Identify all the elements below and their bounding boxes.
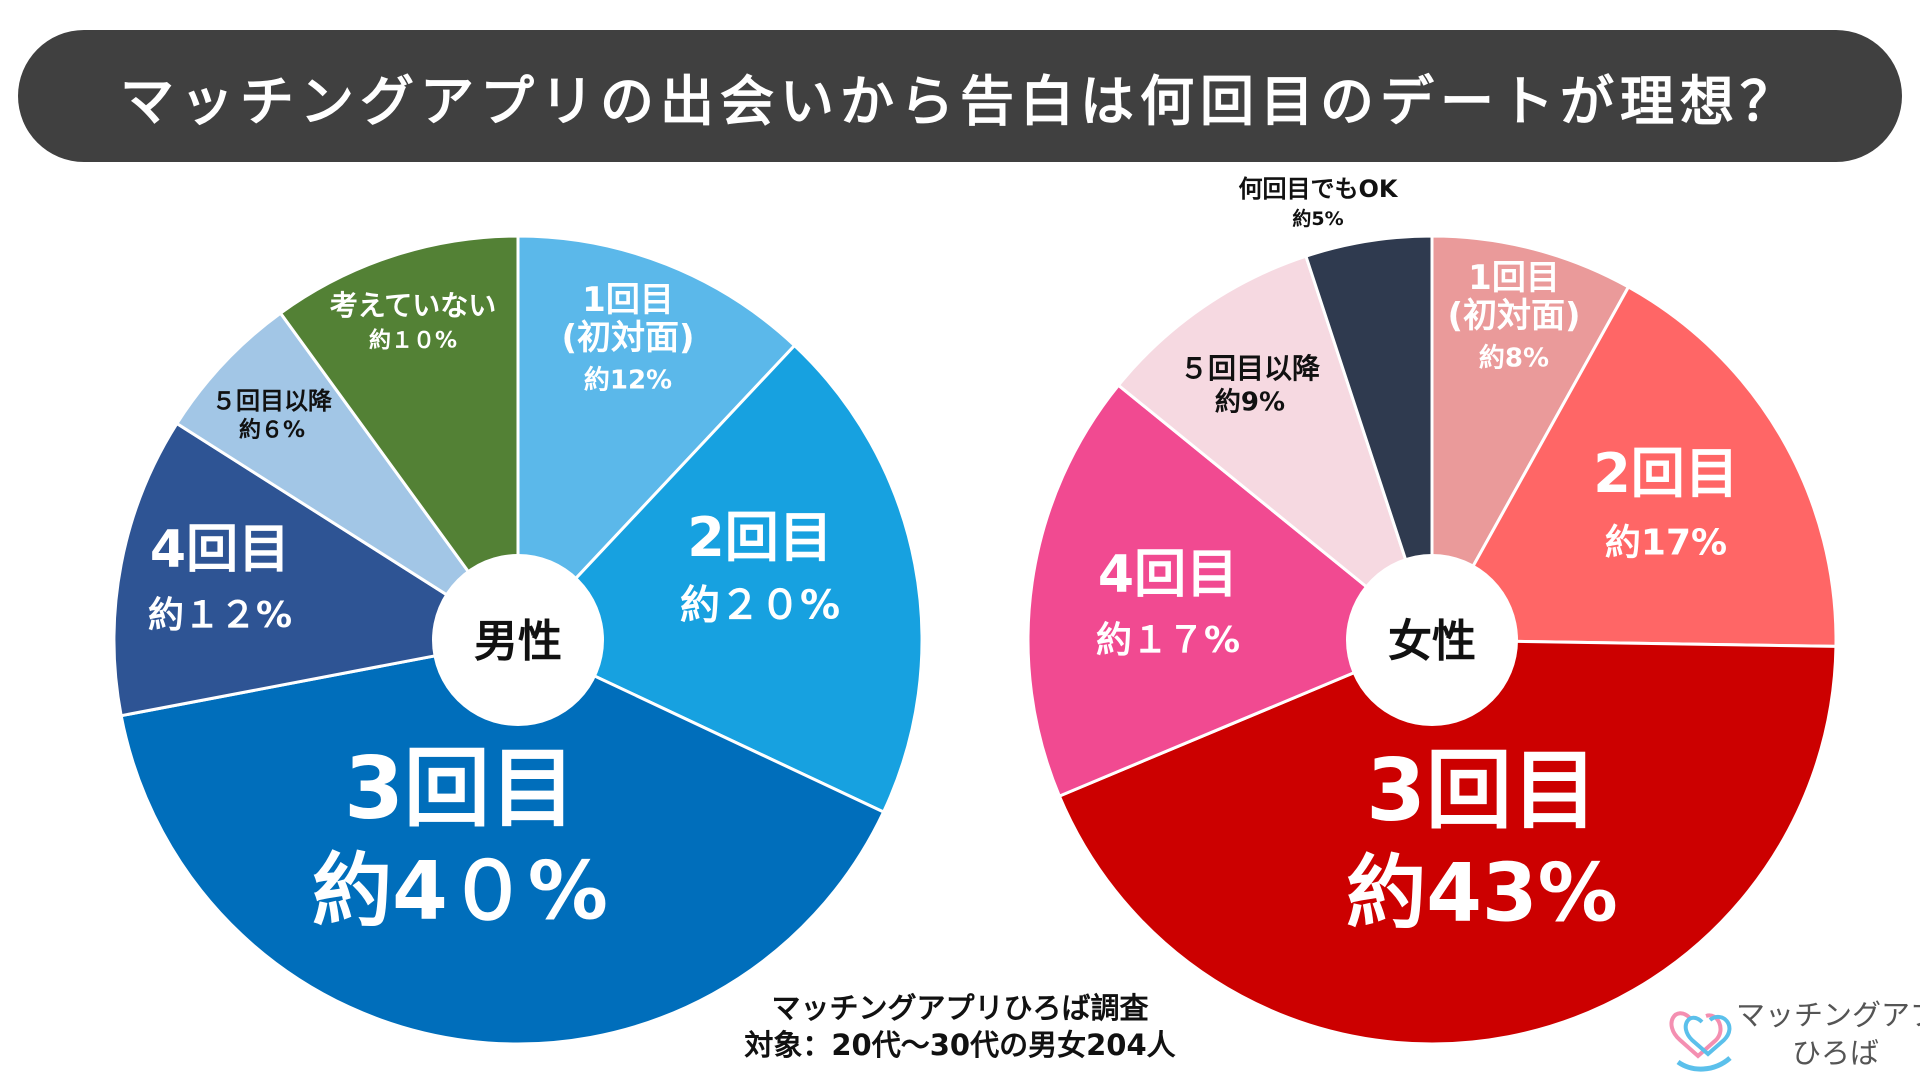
slice-女性-2: [1429, 284, 1838, 648]
slice-label-男性-1: 1回目(初対面) 約12%: [561, 280, 694, 395]
slice-value-label: 約5%: [1292, 207, 1343, 230]
slice-女性-5: [1116, 254, 1436, 645]
logo-text-1: マッチングアプリ: [1736, 998, 1920, 1032]
source-line-2: 対象：20代～30代の男女204人: [744, 1028, 1176, 1062]
slice-category-label: 2回目: [1593, 442, 1739, 505]
slice-category-label: 4回目: [1098, 545, 1238, 605]
slice-value-label: 約12%: [584, 364, 672, 395]
slice-value-label: 約６%: [239, 417, 305, 443]
slice-value-label: 約１０%: [369, 327, 457, 353]
slice-value-label: 約43%: [1346, 846, 1617, 939]
slice-category-label: (初対面): [1447, 296, 1580, 336]
slice-category-label: 3回目: [344, 739, 576, 839]
slice-label-女性-1: 1回目(初対面) 約8%: [1447, 258, 1580, 373]
chart-title: マッチングアプリの出会いから告白は何回目のデートが理想？: [120, 69, 1800, 133]
slice-男性-6: [278, 234, 520, 645]
slice-category-label: 1回目: [1468, 258, 1560, 298]
pie-chart-male: 男性1回目(初対面)約12%2回目約２０%3回目約4０%4回目約１２%５回目以降…: [112, 234, 924, 1046]
slice-label-女性-6: 何回目でもOK 約5%: [1239, 175, 1399, 230]
slice-男性-5: [174, 311, 520, 642]
slice-category-label: 3回目: [1366, 741, 1598, 841]
slice-category-label: 1回目: [582, 280, 674, 320]
slice-男性-1: [516, 234, 797, 644]
pie-chart-female: 女性1回目(初対面)約8%2回目約17%3回目約43%4回目約１７%５回目以降約…: [1026, 175, 1838, 1046]
logo-text-2: ひろば: [1792, 1036, 1880, 1070]
slice-category-label: 2回目: [687, 506, 833, 569]
slice-value-label: 約8%: [1479, 342, 1549, 373]
slice-value-label: 約１２%: [148, 595, 292, 636]
slice-category-label: ５回目以降: [212, 387, 333, 415]
slice-女性-3: [1057, 638, 1838, 1046]
title-bar: マッチングアプリの出会いから告白は何回目のデートが理想？: [18, 30, 1902, 162]
slice-男性-4: [112, 421, 523, 718]
slice-value-label: 約9%: [1215, 387, 1285, 418]
slice-category-label: (初対面): [561, 318, 694, 358]
center-hole-男性: [432, 554, 604, 726]
slice-value-label: 約１７%: [1096, 620, 1240, 661]
slice-男性-2: [515, 343, 924, 815]
slice-category-label: 考えていない: [330, 289, 497, 322]
slice-女性-1: [1430, 234, 1631, 646]
slice-女性-4: [1026, 383, 1435, 799]
slice-value-label: 約4０%: [312, 844, 608, 937]
center-hole-女性: [1346, 554, 1518, 726]
source-line-1: マッチングアプリひろば調査: [771, 991, 1149, 1025]
slice-value-label: 約17%: [1605, 522, 1727, 563]
heart-logo-icon: [1669, 1011, 1732, 1072]
slice-男性-3: [119, 638, 886, 1046]
source-note: マッチングアプリひろば調査 対象：20代～30代の男女204人: [700, 990, 1220, 1064]
brand-logo: マッチングアプリ ひろば: [1668, 988, 1920, 1078]
center-label-女性: 女性: [1388, 616, 1476, 667]
slice-女性-6: [1304, 234, 1434, 641]
slice-category-label: 何回目でもOK: [1239, 175, 1399, 203]
slice-category-label: 4回目: [150, 520, 290, 580]
slice-value-label: 約２０%: [680, 582, 840, 628]
slice-category-label: ５回目以降: [1180, 352, 1321, 385]
center-label-男性: 男性: [474, 616, 562, 667]
